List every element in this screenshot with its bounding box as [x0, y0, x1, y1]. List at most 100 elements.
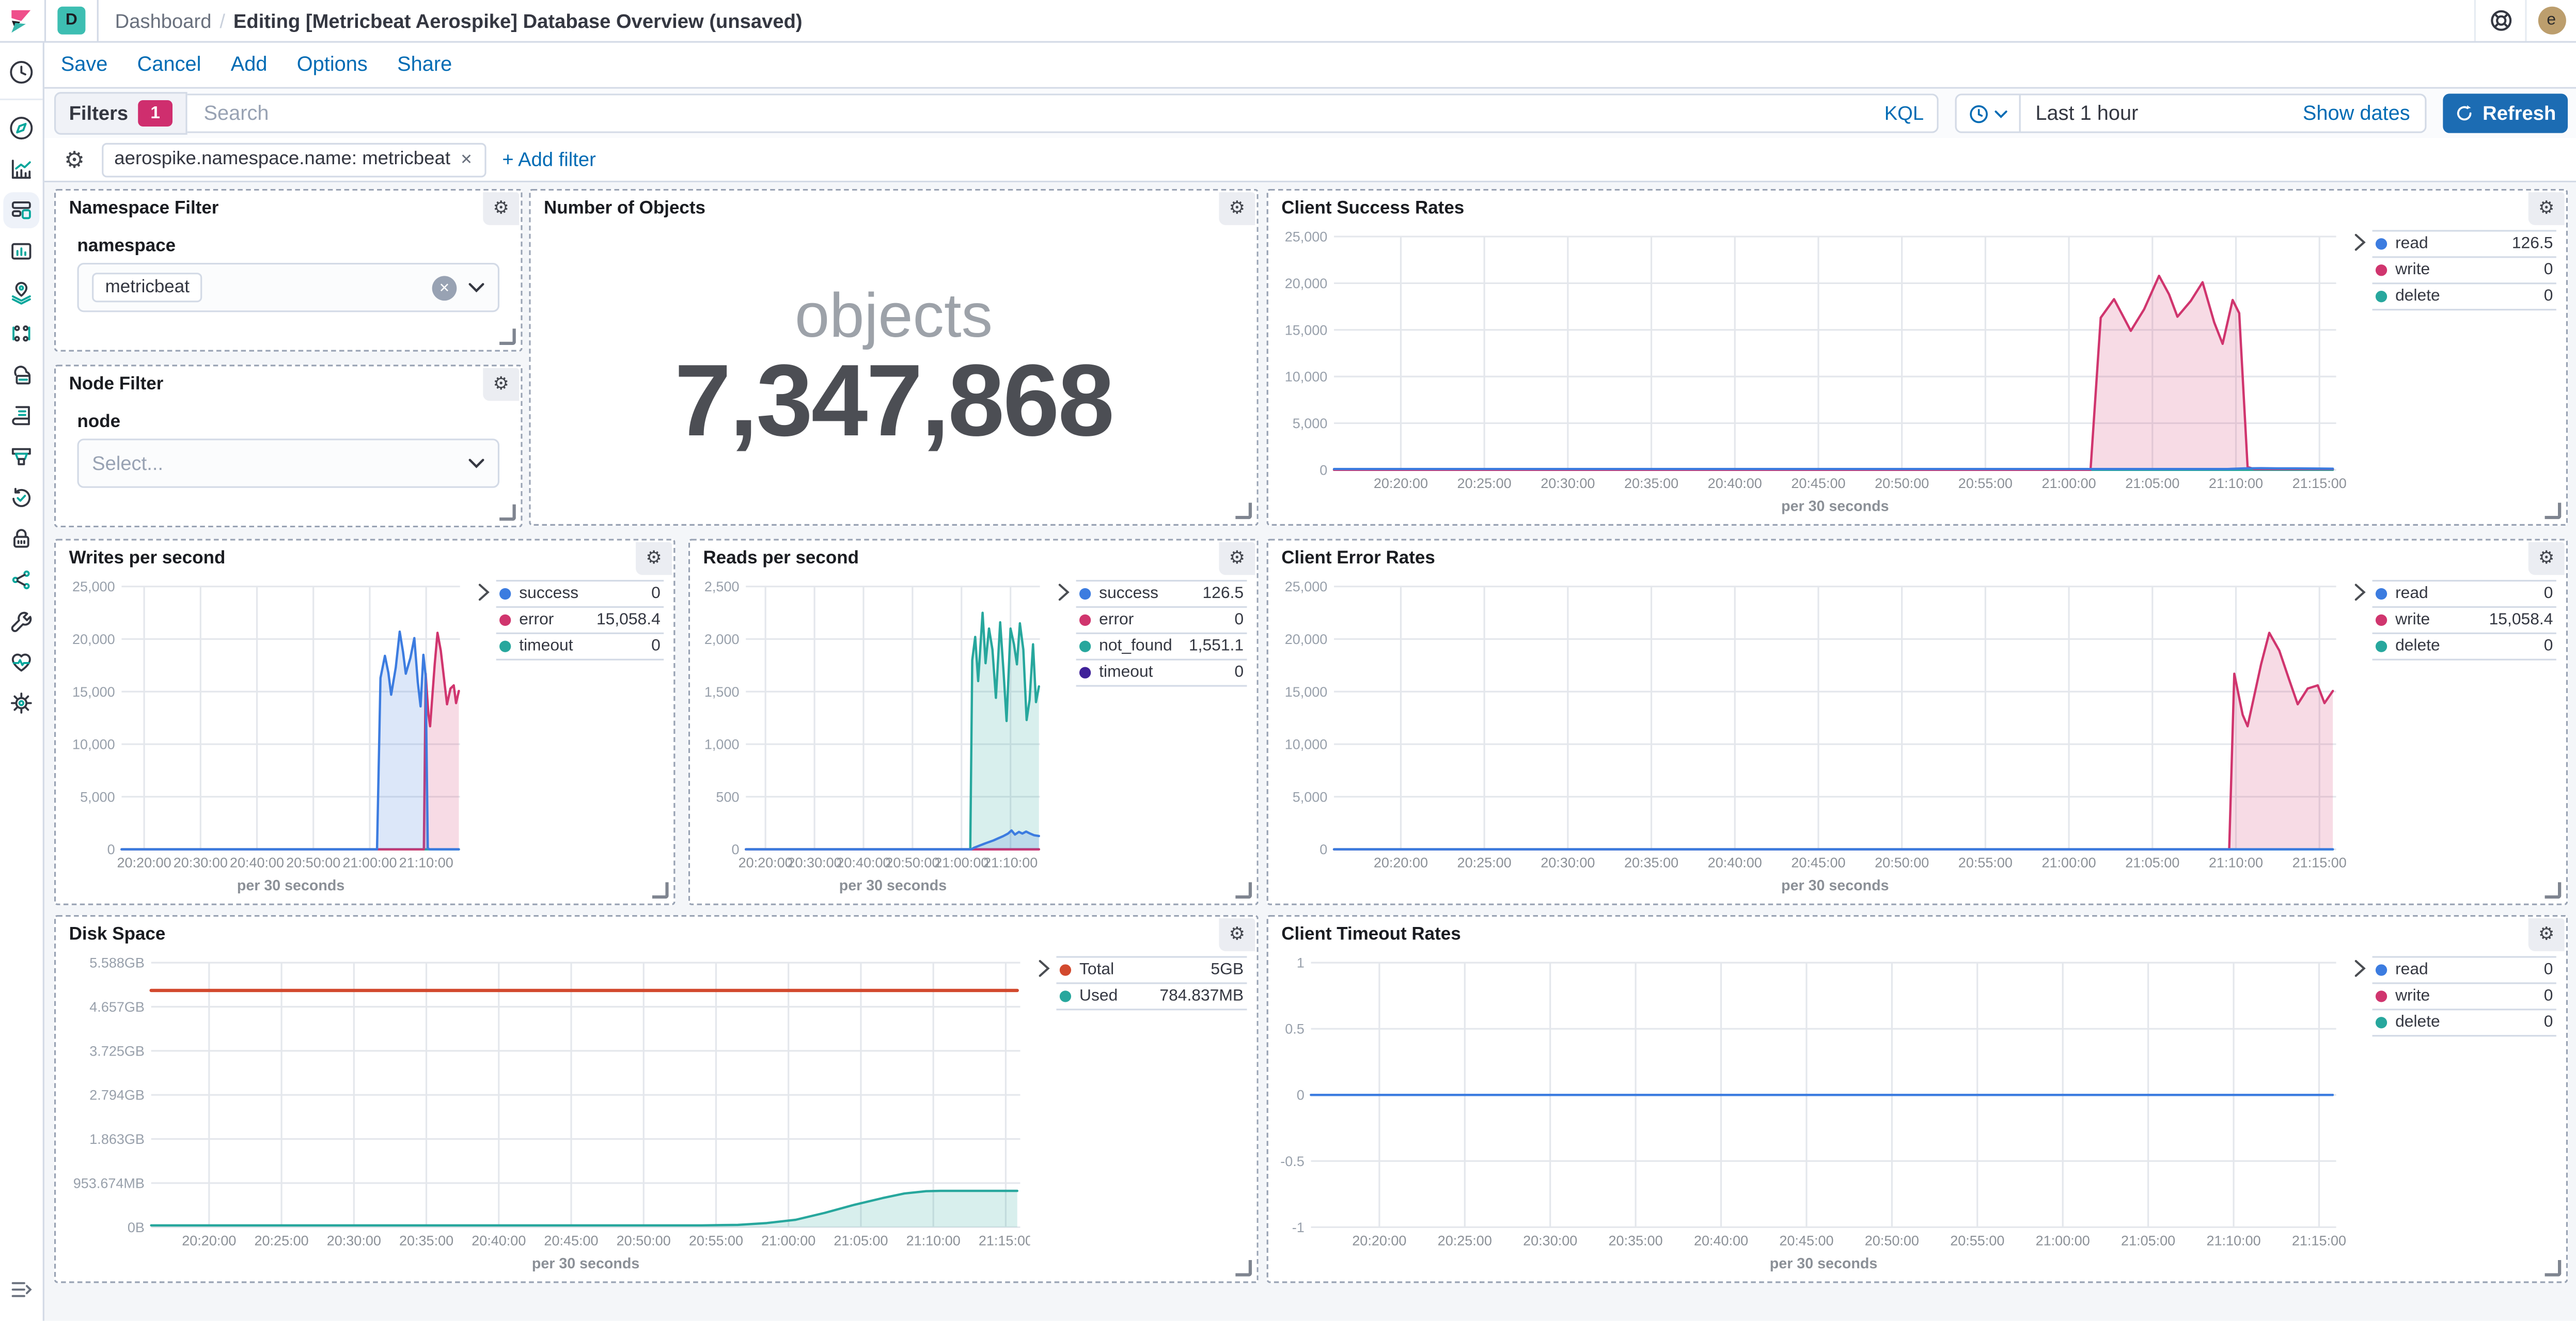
time-range-value[interactable]: Last 1 hour — [2035, 102, 2139, 125]
legend-row-write[interactable]: write 0 — [2372, 256, 2556, 282]
dock-navigation-button[interactable] — [10, 1278, 33, 1309]
sidebar-item-machine-learning[interactable] — [0, 312, 43, 353]
legend-collapse-icon[interactable] — [2346, 573, 2373, 899]
reads-per-second-chart[interactable]: 20:20:00 20:30:00 20:40:00 20:50:00 21:00:00… — [693, 573, 1049, 899]
remove-filter-icon[interactable]: ✕ — [460, 150, 473, 167]
legend-row-write[interactable]: write 0 — [2372, 982, 2556, 1009]
sidebar-item-logs[interactable] — [0, 394, 43, 435]
save-button[interactable]: Save — [60, 52, 108, 76]
panel-gear-button[interactable]: ⚙ — [2528, 918, 2565, 951]
series-color-dot — [1079, 667, 1091, 679]
filters-menu-button[interactable]: Filters 1 — [54, 92, 187, 135]
dashboard-app-icon[interactable]: D — [44, 0, 99, 41]
sidebar-item-recently-viewed[interactable] — [0, 51, 43, 92]
sidebar-item-security[interactable] — [0, 517, 43, 559]
sidebar-item-dashboard[interactable] — [0, 189, 43, 230]
help-button[interactable] — [2476, 0, 2525, 41]
legend-value: 784.837MB — [1159, 987, 1244, 1005]
legend-row-timeout[interactable]: timeout 0 — [496, 632, 664, 660]
legend-row-read[interactable]: read 126.5 — [2372, 230, 2556, 256]
panel-gear-button[interactable]: ⚙ — [636, 542, 672, 575]
cancel-button[interactable]: Cancel — [137, 52, 201, 76]
panel-gear-button[interactable]: ⚙ — [483, 368, 520, 401]
panel-resize-handle[interactable] — [1235, 1260, 1252, 1277]
legend-value: 0 — [2543, 961, 2553, 979]
legend-row-Total[interactable]: Total 5GB — [1056, 956, 1247, 982]
svg-text:per 30 seconds: per 30 seconds — [237, 877, 344, 894]
node-select[interactable]: Select... — [77, 438, 500, 488]
panel-resize-handle[interactable] — [2544, 502, 2562, 520]
user-menu-button[interactable]: e — [2527, 0, 2576, 41]
panel-resize-handle[interactable] — [652, 882, 669, 899]
legend-row-success[interactable]: success 126.5 — [1076, 579, 1247, 606]
panel-resize-handle[interactable] — [2544, 882, 2562, 899]
sidebar-item-metrics[interactable] — [0, 353, 43, 395]
legend-label: delete — [2395, 637, 2440, 656]
legend-row-read[interactable]: read 0 — [2372, 579, 2556, 606]
add-button[interactable]: Add — [230, 52, 268, 76]
legend-collapse-icon[interactable] — [470, 573, 496, 899]
legend-value: 126.5 — [2511, 234, 2553, 253]
legend-row-error[interactable]: error 15,058.4 — [496, 606, 664, 633]
legend-value: 0 — [2543, 287, 2553, 306]
legend-row-not_found[interactable]: not_found 1,551.1 — [1076, 632, 1247, 659]
clock-icon — [3, 53, 39, 89]
share-button[interactable]: Share — [397, 52, 452, 76]
sidebar-item-uptime[interactable] — [0, 477, 43, 518]
svg-text:0B: 0B — [128, 1220, 145, 1235]
legend-row-write[interactable]: write 15,058.4 — [2372, 606, 2556, 633]
legend-row-success[interactable]: success 0 — [496, 579, 664, 606]
add-filter-button[interactable]: + Add filter — [502, 148, 596, 171]
legend-row-delete[interactable]: delete 0 — [2372, 632, 2556, 660]
legend-row-read[interactable]: read 0 — [2372, 956, 2556, 982]
legend-row-Used[interactable]: Used 784.837MB — [1056, 982, 1247, 1011]
disk-space-chart[interactable]: 20:20:00 20:25:00 20:30:00 20:35:00 20:40:00… — [59, 950, 1030, 1277]
sidebar-item-discover[interactable] — [0, 107, 43, 148]
client-error-rates-chart[interactable]: 20:20:00 20:25:00 20:30:00 20:35:00 20:40:00… — [1271, 573, 2346, 899]
writes-per-second-chart[interactable]: 20:20:00 20:30:00 20:40:00 20:50:00 21:00:00… — [59, 573, 470, 899]
filter-pill[interactable]: aerospike.namespace.name: metricbeat ✕ — [101, 142, 486, 177]
sidebar-item-apm[interactable] — [0, 435, 43, 477]
legend-collapse-icon[interactable] — [2346, 950, 2373, 1277]
panel-gear-button[interactable]: ⚙ — [1219, 192, 1255, 225]
legend-row-error[interactable]: error 0 — [1076, 606, 1247, 633]
sidebar-item-canvas[interactable] — [0, 230, 43, 271]
client-success-rates-chart[interactable]: 20:20:00 20:25:00 20:30:00 20:35:00 20:40:00… — [1271, 224, 2346, 520]
panel-resize-handle[interactable] — [499, 504, 516, 521]
filter-options-gear-icon[interactable]: ⚙ — [64, 146, 85, 173]
panel-gear-button[interactable]: ⚙ — [483, 192, 520, 225]
client-timeout-rates-chart[interactable]: 20:20:00 20:25:00 20:30:00 20:35:00 20:40:00… — [1271, 950, 2346, 1277]
show-dates-button[interactable]: Show dates — [2302, 102, 2410, 125]
sidebar-item-management[interactable] — [0, 682, 43, 723]
series-color-dot — [2375, 990, 2387, 1002]
sidebar-item-visualize[interactable] — [0, 148, 43, 189]
panel-resize-handle[interactable] — [499, 328, 516, 345]
elastic-logo[interactable] — [0, 7, 44, 34]
panel-gear-button[interactable]: ⚙ — [1219, 918, 1255, 951]
legend-collapse-icon[interactable] — [2346, 224, 2373, 520]
clear-selection-icon[interactable]: ✕ — [432, 275, 457, 300]
refresh-button[interactable]: Refresh — [2443, 93, 2568, 133]
panel-gear-button[interactable]: ⚙ — [1219, 542, 1255, 575]
legend-collapse-icon[interactable] — [1050, 573, 1076, 899]
legend-label: error — [519, 611, 554, 630]
sidebar-item-graph[interactable] — [0, 559, 43, 600]
panel-resize-handle[interactable] — [2544, 1260, 2562, 1277]
options-button[interactable]: Options — [296, 52, 368, 76]
legend-row-timeout[interactable]: timeout 0 — [1076, 658, 1247, 687]
search-input[interactable] — [200, 100, 1884, 127]
panel-resize-handle[interactable] — [1235, 882, 1252, 899]
sidebar-item-maps[interactable] — [0, 271, 43, 312]
time-picker-quick-menu[interactable] — [1957, 95, 2021, 132]
panel-resize-handle[interactable] — [1235, 502, 1252, 520]
panel-gear-button[interactable]: ⚙ — [2528, 542, 2565, 575]
panel-gear-button[interactable]: ⚙ — [2528, 192, 2565, 225]
sidebar-item-stack-monitoring[interactable] — [0, 641, 43, 682]
legend-row-delete[interactable]: delete 0 — [2372, 1009, 2556, 1037]
legend-collapse-icon[interactable] — [1030, 950, 1057, 1277]
sidebar-item-dev-tools[interactable] — [0, 600, 43, 641]
kql-selector[interactable]: KQL — [1884, 102, 1924, 125]
namespace-combobox[interactable]: metricbeat ✕ — [77, 262, 500, 312]
breadcrumb-dashboard-link[interactable]: Dashboard — [115, 9, 212, 33]
legend-row-delete[interactable]: delete 0 — [2372, 282, 2556, 311]
